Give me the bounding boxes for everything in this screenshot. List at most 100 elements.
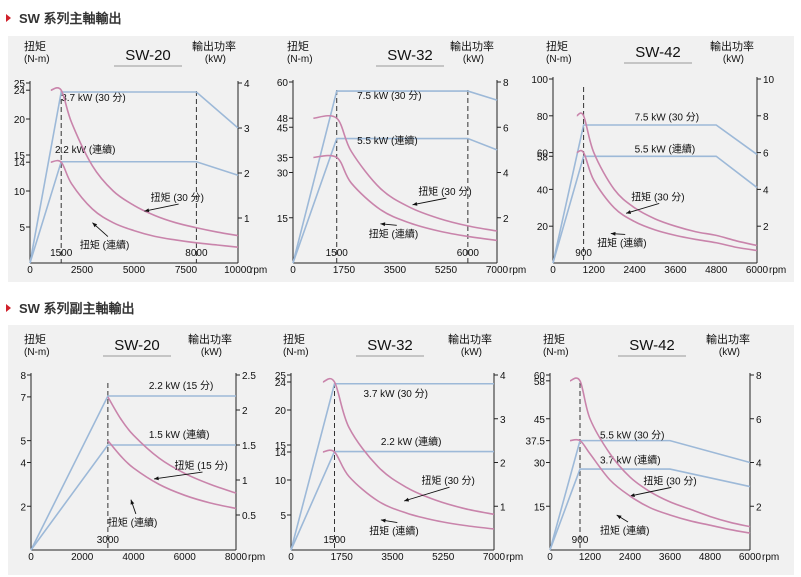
left-tick-label: 24 — [14, 86, 26, 97]
x-tick-label: 0 — [547, 552, 553, 563]
base-speed-label: 1500 — [50, 248, 73, 259]
x-tick-label: 1750 — [333, 265, 356, 276]
left-tick-label: 35 — [277, 153, 289, 164]
chart-title: SW-20 — [114, 337, 160, 354]
x-unit-label: rpm — [762, 552, 779, 563]
torque-curve-label: 扭矩 (15 分) — [175, 459, 228, 472]
power-curve-label: 2.2 kW (15 分) — [149, 380, 213, 392]
left-tick-label: 60 — [534, 371, 546, 382]
x-tick-label: 7500 — [175, 265, 198, 276]
sub-spindle-panel — [8, 325, 794, 575]
torque-curve — [576, 149, 758, 252]
arrowhead-icon — [154, 476, 159, 481]
section-title-main: SW 系列主軸輸出 — [6, 8, 122, 27]
x-tick-label: 6000 — [174, 552, 197, 563]
x-tick-label: 5000 — [123, 265, 146, 276]
torque-curve-label: 扭矩 (連續) — [600, 524, 649, 537]
base-speed-label: 1500 — [323, 535, 346, 546]
arrowhead-icon — [616, 515, 622, 520]
right-tick-label: 2 — [244, 169, 250, 180]
arrowhead-icon — [130, 499, 135, 505]
right-tick-label: 6 — [503, 123, 509, 134]
torque-curve — [313, 114, 498, 232]
x-tick-label: 2400 — [619, 552, 642, 563]
x-tick-label: 1750 — [331, 552, 354, 563]
left-tick-label: 10 — [275, 476, 287, 487]
right-axis-unit: (kW) — [205, 54, 226, 65]
left-tick-label: 60 — [537, 149, 549, 160]
x-unit-label: rpm — [248, 552, 265, 563]
power-curve — [29, 160, 239, 264]
right-tick-label: 8 — [756, 371, 762, 382]
x-tick-label: 1200 — [579, 552, 602, 563]
right-tick-label: 4 — [756, 459, 762, 470]
left-tick-label: 5 — [19, 223, 25, 234]
right-tick-label: 3 — [244, 124, 250, 135]
torque-curve-label: 扭矩 (連續) — [80, 239, 129, 252]
left-tick-label: 45 — [534, 415, 546, 426]
left-tick-label: 25 — [275, 371, 287, 382]
torque-curve-label: 扭矩 (30 分) — [422, 474, 475, 487]
left-tick-label: 14 — [14, 158, 26, 169]
x-unit-label: rpm — [509, 265, 526, 276]
x-tick-label: 7000 — [486, 265, 509, 276]
x-tick-label: 3500 — [384, 265, 407, 276]
x-tick-label: 0 — [27, 265, 33, 276]
left-tick-label: 5 — [280, 511, 286, 522]
left-axis-label: 扭矩 — [24, 39, 46, 53]
x-tick-label: 2000 — [71, 552, 94, 563]
power-curve-label: 5.5 kW (30 分) — [600, 429, 664, 441]
power-curve-label: 3.7 kW (30 分) — [61, 92, 125, 104]
torque-curve — [313, 154, 498, 242]
left-tick-label: 60 — [277, 78, 289, 89]
main-spindle-panel — [8, 36, 794, 282]
right-tick-label: 8 — [763, 112, 769, 123]
torque-label-arrow — [144, 203, 179, 212]
left-tick-label: 15 — [534, 502, 546, 513]
left-tick-label: 20 — [275, 406, 287, 417]
chart-4: SW-20 扭矩(N-m) 輸出功率(kW) 2 4 5 7 8 0.5 1 1.5 2 2.5 0 200… — [20, 332, 265, 563]
power-curve — [30, 395, 236, 551]
torque-curve-label: 扭矩 (30 分) — [151, 191, 204, 204]
left-tick-label: 30 — [277, 169, 289, 180]
left-axis-label: 扭矩 — [283, 332, 305, 346]
x-tick-label: 3600 — [664, 265, 687, 276]
torque-curve — [107, 396, 237, 494]
right-tick-label: 4 — [244, 79, 250, 90]
base-speed-label: 1500 — [326, 248, 349, 259]
x-tick-label: 7000 — [483, 552, 506, 563]
x-tick-label: 4800 — [705, 265, 728, 276]
right-tick-label: 0.5 — [242, 511, 256, 522]
chart-title: SW-32 — [387, 47, 433, 64]
power-curve-label: 1.5 kW (連續) — [149, 428, 210, 441]
left-tick-label: 8 — [20, 371, 26, 382]
x-tick-label: 4800 — [699, 552, 722, 563]
torque-label-arrow — [412, 197, 447, 206]
power-curve-label: 3.7 kW (連續) — [600, 454, 661, 467]
power-curve — [292, 137, 498, 264]
base-speed-label: 8000 — [185, 248, 208, 259]
torque-curve — [569, 377, 751, 528]
right-tick-label: 2 — [756, 502, 762, 513]
right-axis-unit: (kW) — [463, 54, 484, 65]
power-curve-label: 2.2 kW (連續) — [381, 435, 442, 448]
chart-title: SW-20 — [125, 47, 171, 64]
torque-label-arrow — [625, 203, 660, 214]
x-unit-label: rpm — [250, 265, 267, 276]
left-axis-unit: (N-m) — [546, 54, 572, 65]
base-speed-label: 900 — [575, 248, 592, 259]
left-axis-unit: (N-m) — [283, 347, 309, 358]
right-tick-label: 3 — [500, 415, 506, 426]
x-tick-label: 2400 — [623, 265, 646, 276]
left-tick-label: 20 — [537, 222, 549, 233]
x-tick-label: 6000 — [746, 265, 769, 276]
x-tick-label: 10000 — [224, 265, 252, 276]
x-tick-label: 3600 — [659, 552, 682, 563]
right-tick-label: 4 — [503, 169, 509, 180]
right-axis-unit: (kW) — [201, 347, 222, 358]
right-axis-unit: (kW) — [461, 347, 482, 358]
left-tick-label: 58 — [534, 377, 546, 388]
power-curve — [552, 124, 758, 264]
